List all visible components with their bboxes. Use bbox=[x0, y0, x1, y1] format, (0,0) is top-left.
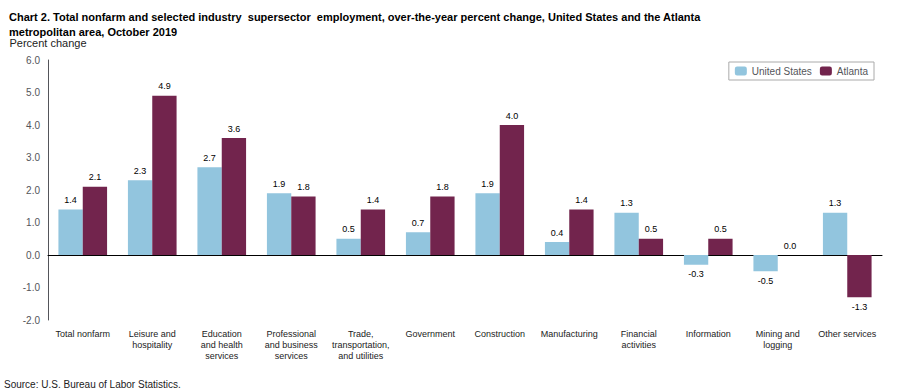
svg-text:-1.0: -1.0 bbox=[23, 282, 41, 293]
svg-text:hospitality: hospitality bbox=[132, 340, 173, 350]
svg-text:-1.3: -1.3 bbox=[852, 302, 868, 312]
svg-text:Total nonfarm: Total nonfarm bbox=[55, 329, 110, 339]
svg-text:1.9: 1.9 bbox=[481, 179, 494, 189]
svg-text:Education: Education bbox=[202, 329, 242, 339]
svg-text:5.0: 5.0 bbox=[26, 87, 40, 98]
svg-text:and utilities: and utilities bbox=[338, 351, 384, 361]
svg-text:2.0: 2.0 bbox=[26, 185, 40, 196]
svg-text:0.4: 0.4 bbox=[551, 228, 564, 238]
svg-text:transportation,: transportation, bbox=[332, 340, 390, 350]
svg-text:2.7: 2.7 bbox=[203, 153, 216, 163]
svg-text:0.7: 0.7 bbox=[412, 218, 425, 228]
svg-text:1.3: 1.3 bbox=[829, 198, 842, 208]
svg-text:3.0: 3.0 bbox=[26, 152, 40, 163]
svg-text:Construction: Construction bbox=[474, 329, 525, 339]
svg-text:Professional: Professional bbox=[266, 329, 316, 339]
svg-text:4.0: 4.0 bbox=[26, 120, 40, 131]
svg-text:2.1: 2.1 bbox=[89, 172, 102, 182]
svg-text:Trade,: Trade, bbox=[348, 329, 374, 339]
svg-text:Chart 2. Total nonfarm and sel: Chart 2. Total nonfarm and selected indu… bbox=[9, 11, 701, 23]
svg-text:Manufacturing: Manufacturing bbox=[541, 329, 598, 339]
svg-text:0.0: 0.0 bbox=[784, 241, 797, 251]
svg-text:Other services: Other services bbox=[818, 329, 877, 339]
svg-text:metropolitan area, October 201: metropolitan area, October 2019 bbox=[9, 26, 177, 38]
svg-text:0.5: 0.5 bbox=[342, 224, 355, 234]
svg-text:1.0: 1.0 bbox=[26, 217, 40, 228]
svg-text:1.4: 1.4 bbox=[367, 195, 380, 205]
svg-text:1.8: 1.8 bbox=[297, 182, 310, 192]
svg-text:1.4: 1.4 bbox=[575, 195, 588, 205]
svg-text:services: services bbox=[205, 351, 239, 361]
svg-text:activities: activities bbox=[621, 340, 656, 350]
svg-text:Government: Government bbox=[405, 329, 455, 339]
svg-text:Mining and: Mining and bbox=[756, 329, 800, 339]
svg-text:6.0: 6.0 bbox=[26, 55, 40, 66]
svg-text:Financial: Financial bbox=[621, 329, 657, 339]
svg-text:Leisure and: Leisure and bbox=[129, 329, 176, 339]
svg-text:services: services bbox=[275, 351, 309, 361]
svg-text:Atlanta: Atlanta bbox=[837, 66, 869, 77]
svg-text:4.9: 4.9 bbox=[158, 81, 171, 91]
svg-text:2.3: 2.3 bbox=[134, 166, 147, 176]
svg-text:1.4: 1.4 bbox=[64, 195, 77, 205]
svg-text:1.3: 1.3 bbox=[620, 198, 633, 208]
svg-text:0.5: 0.5 bbox=[714, 224, 727, 234]
svg-text:Percent change: Percent change bbox=[9, 37, 86, 49]
svg-text:Source: U.S. Bureau of Labor S: Source: U.S. Bureau of Labor Statistics. bbox=[4, 379, 181, 390]
svg-text:0.5: 0.5 bbox=[645, 224, 658, 234]
svg-text:logging: logging bbox=[763, 340, 792, 350]
svg-text:4.0: 4.0 bbox=[506, 111, 519, 121]
svg-text:1.8: 1.8 bbox=[436, 182, 449, 192]
svg-text:-0.5: -0.5 bbox=[758, 276, 774, 286]
svg-text:-2.0: -2.0 bbox=[23, 315, 41, 326]
svg-text:United States: United States bbox=[752, 66, 812, 77]
svg-text:1.9: 1.9 bbox=[273, 179, 286, 189]
svg-text:and health: and health bbox=[201, 340, 243, 350]
svg-text:0.0: 0.0 bbox=[26, 250, 40, 261]
svg-text:-0.3: -0.3 bbox=[688, 269, 704, 279]
svg-text:and business: and business bbox=[265, 340, 319, 350]
svg-text:Information: Information bbox=[686, 329, 731, 339]
svg-text:3.6: 3.6 bbox=[228, 124, 241, 134]
